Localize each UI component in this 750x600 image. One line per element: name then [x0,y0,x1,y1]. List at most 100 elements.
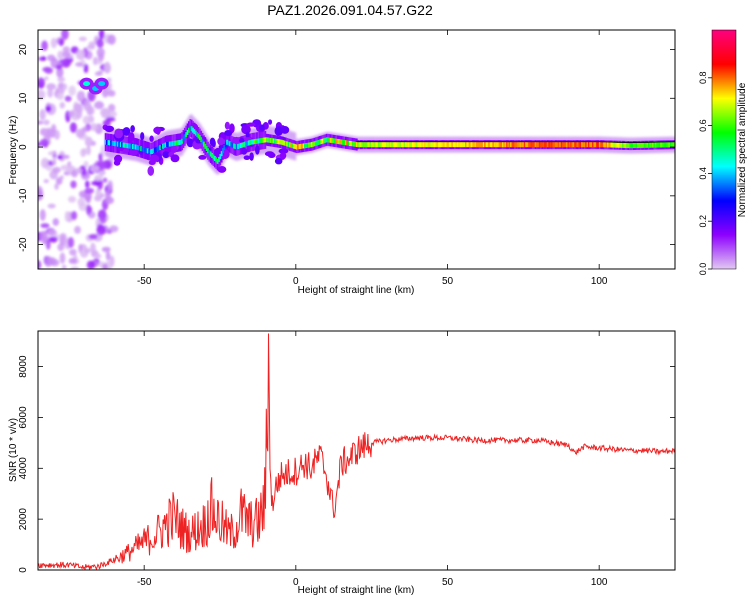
spectrogram-noise-cell [101,246,111,253]
spectrogram-noise-cell [38,190,44,201]
spectrogram-noise-cell [84,247,91,254]
spectrogram-ridge-cell [398,142,401,148]
spectrogram-ridge-cell [501,142,504,148]
spectrogram-ridge-cell [563,142,566,148]
spectrogram-ridge-cell [596,142,598,148]
spectrogram-noise-cell [68,110,75,117]
spectrogram-ridge-cell [637,142,639,148]
spectrogram-ridge-cell [294,144,297,150]
spectrogram-ridge-cell [474,142,477,148]
spectrogram-ridge-cell [391,142,394,148]
spectrogram-ridge-cell [522,142,525,148]
spectrogram-blob [278,148,289,154]
spectrogram-noise-cell [92,56,98,66]
spectrogram-ridge-cell [114,141,117,147]
spectrogram-noise-cell [108,103,116,112]
spectrogram-noise-cell [41,40,48,51]
spectrogram-noise-cell [58,38,64,47]
spectrogram-ridge-cell [406,142,409,148]
spectrogram-ridge-cell [241,142,244,148]
spectrogram-ridge-cell [440,142,443,148]
spectrogram-ridge-cell [108,140,111,146]
spectrogram-ridge-cell [390,142,392,148]
spectrogram-ridge-cell [107,140,110,146]
spectrogram-ridge-cell [134,144,137,150]
spectrogram-ridge-cell [638,142,641,148]
snr-x-tick-label: 50 [442,577,454,588]
spectrogram-noise-cell [70,180,77,189]
spectrogram-ridge-cell [130,143,133,149]
spectrogram-ridge-cell [106,139,108,145]
spectrogram-ridge-cell [414,142,417,148]
spectrogram-ridge-cell [278,139,280,145]
spectrogram-x-tick-label: 0 [293,276,299,287]
spectrogram-marks [38,30,675,269]
spectrogram-ridge-cell [295,144,298,150]
spectrogram-ridge-cell [649,142,652,148]
spectrogram-ridge-cell [219,153,222,159]
spectrogram-noise-cell [64,210,69,222]
spectrogram-noise-cell [85,180,90,189]
spectrogram-ridge-cell [357,142,360,148]
spectrogram-ridge-cell [645,142,648,148]
spectrogram-ridge-cell [575,142,578,148]
spectrogram-ridge-cell [323,138,325,144]
spectrogram-ridge-cell [545,142,548,148]
spectrogram-ridge-cell [562,142,564,148]
spectrogram-ridge-cell [349,140,351,146]
spectrogram-noise-cell [55,64,63,70]
spectrogram-noise-cell [88,233,98,240]
spectrogram-ridge-cell [325,137,328,143]
spectrogram-ridge-cell [428,142,431,148]
spectrogram-noise-cell [59,252,66,264]
spectrogram-ridge-cell [127,143,130,149]
spectrogram-ridge-cell [115,141,118,147]
spectrogram-ridge-cell [185,132,188,138]
spectrogram-noise-cell [62,50,71,58]
spectrogram-noise-cell [54,183,59,190]
spectrogram-ridge-cell [212,154,215,160]
spectrogram-blob [224,121,230,130]
spectrogram-y-tick-label: 0 [18,144,29,150]
spectrogram-ridge-cell [661,142,664,148]
spectrogram-ridge-cell [611,142,613,148]
spectrogram-ridge-cell [331,138,334,144]
spectrogram-ridge-cell [552,142,555,148]
spectrogram-ridge-cell [518,142,521,148]
snr-y-tick-label: 8000 [18,355,29,378]
spectrogram-noise-cell [84,187,95,194]
spectrogram-noise-cell [46,127,52,139]
spectrogram-ridge-cell [421,142,424,148]
spectrogram-ridge-cell [227,140,230,146]
spectrogram-ridge-cell [485,142,488,148]
snr-panel: -50 0 50 100 0 2000 4000 6000 8000 Height of st… [8,330,676,596]
spectrogram-ridge-cell [410,142,413,148]
spectrogram-ridge-cell [455,142,458,148]
spectrogram-ridge-cell [216,158,219,164]
spectrogram-noise-cell [51,123,57,134]
spectrogram-ridge-cell [321,138,324,144]
spectrogram-ridge-cell [132,144,134,150]
spectrogram-ridge-cell [654,142,657,148]
spectrogram-blob [249,152,254,161]
spectrogram-ridge-cell [510,142,512,148]
spectrogram-ridge-cell [365,142,368,148]
spectrogram-noise-cell [109,225,119,233]
spectrogram-ridge-cell [276,139,279,145]
spectrogram-ridge-cell [557,142,560,148]
spectrogram-ridge-cell [148,148,151,154]
spectrogram-noise-cell [43,119,50,126]
spectrogram-noise-cell [45,105,52,112]
spectrogram-ridge-cell [289,142,291,148]
spectrogram-noise-cell [70,210,78,220]
spectrogram-ridge-cell [447,142,450,148]
spectrogram-noise-cell [102,263,108,269]
spectrogram-ridge-cell [579,142,582,148]
spectrogram-noise-cell [98,152,103,162]
spectrogram-noise-cell [86,104,93,116]
spectrogram-noise-cell [86,260,96,269]
spectrogram-ridge-cell [469,142,471,148]
spectrogram-noise-cell [40,157,50,169]
spectrogram-blob [128,132,135,142]
spectrogram-ridge-cell [466,142,469,148]
